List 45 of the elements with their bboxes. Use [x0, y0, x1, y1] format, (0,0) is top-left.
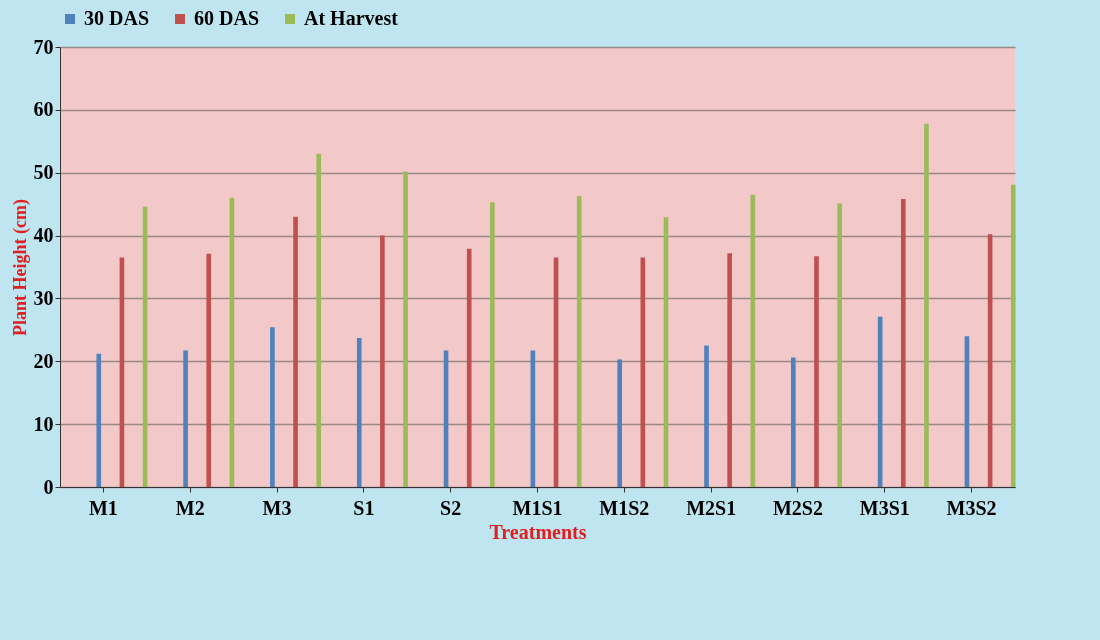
- bar: [316, 153, 322, 487]
- bar: [704, 345, 709, 487]
- y-tick-label: 0: [43, 475, 54, 498]
- x-tick-label: M2S1: [686, 496, 737, 519]
- y-tick-label: 70: [33, 35, 54, 58]
- bar: [750, 194, 756, 487]
- y-tick-label: 30: [33, 286, 54, 309]
- x-tick-label: M3S1: [859, 496, 910, 519]
- x-tick-label: M1S2: [599, 496, 650, 519]
- y-tick-label: 50: [33, 161, 54, 184]
- bar: [206, 253, 212, 487]
- x-tick-label: M3S2: [946, 496, 997, 519]
- bar: [617, 359, 622, 487]
- bar: [293, 216, 298, 487]
- y-tick-label: 20: [33, 349, 54, 372]
- x-tick-label: M2S2: [772, 496, 823, 519]
- bar: [924, 123, 929, 487]
- bar: [380, 235, 385, 487]
- bar: [356, 338, 362, 487]
- bar: [900, 199, 906, 487]
- bar: [791, 357, 796, 487]
- legend-label: 30 DAS: [84, 7, 150, 29]
- y-tick-label: 40: [33, 224, 54, 247]
- bar: [466, 248, 472, 487]
- x-axis-title: Treatments: [489, 520, 587, 543]
- bar: [1010, 184, 1016, 487]
- bar: [403, 171, 408, 487]
- x-tick-label: M1: [88, 496, 118, 519]
- bar: [814, 256, 819, 487]
- y-tick-label: 10: [33, 412, 54, 435]
- legend-label: 60 DAS: [194, 7, 260, 29]
- x-tick-label: M2: [175, 496, 205, 519]
- x-tick-label: M1S1: [512, 496, 563, 519]
- x-tick-label: S2: [440, 496, 462, 519]
- bar: [96, 353, 102, 487]
- x-tick-label: M3: [262, 496, 292, 519]
- y-tick-label: 60: [33, 98, 54, 121]
- bar: [270, 327, 275, 487]
- bar: [727, 253, 732, 487]
- y-axis-title: Plant Height (cm): [9, 199, 31, 336]
- bar: [183, 350, 188, 487]
- bar: [837, 203, 842, 487]
- legend-label: At Harvest: [304, 7, 399, 29]
- x-tick-label: S1: [353, 496, 375, 519]
- bar: [490, 202, 495, 487]
